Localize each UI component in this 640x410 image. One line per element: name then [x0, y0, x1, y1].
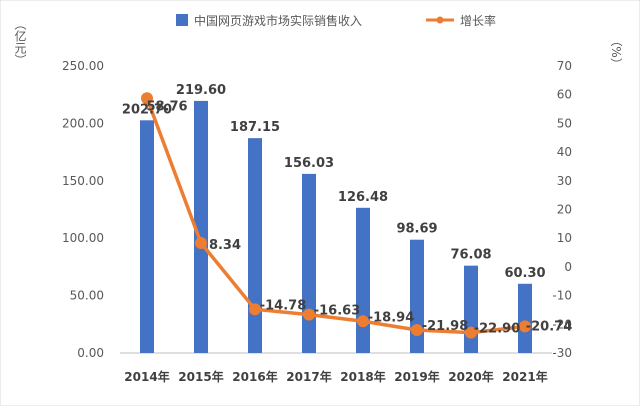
growth-line — [141, 92, 531, 339]
growth-rate-point — [249, 303, 261, 316]
left-tick-label: 150.00 — [62, 174, 104, 188]
growth-value-label: 58.76 — [146, 99, 187, 114]
bar-value-label: 76.08 — [450, 248, 491, 263]
legend: 中国网页游戏市场实际销售收入 增长率 — [176, 13, 496, 28]
revenue-bar — [302, 173, 316, 353]
legend-bar-label: 中国网页游戏市场实际销售收入 — [194, 13, 362, 28]
right-tick-label: -20 — [552, 317, 572, 331]
legend-line-marker — [436, 16, 444, 24]
category-label: 2019年 — [394, 369, 439, 384]
bar-value-label: 156.03 — [284, 156, 334, 171]
growth-value-label: -21.98 — [422, 319, 469, 334]
axes: 0.0050.00100.00150.00200.00250.00-30-20-… — [62, 59, 572, 384]
category-label: 2021年 — [502, 369, 547, 384]
growth-value-label: -18.94 — [368, 310, 415, 325]
right-tick-label: -10 — [552, 289, 572, 303]
growth-rate-line — [145, 97, 526, 335]
growth-value-label: 8.34 — [209, 238, 241, 253]
growth-rate-point — [411, 323, 423, 336]
bar-value-label: 60.30 — [504, 266, 545, 281]
left-axis-title: （亿元） — [13, 18, 27, 66]
bar-value-label: 98.69 — [396, 222, 437, 237]
revenue-bar — [464, 265, 478, 353]
right-axis-title: （%） — [609, 34, 623, 69]
right-tick-label: 70 — [557, 59, 572, 73]
revenue-bar — [194, 100, 208, 353]
legend-bar-swatch — [176, 14, 188, 26]
legend-line-label: 增长率 — [460, 13, 496, 28]
right-tick-label: 0 — [564, 260, 572, 274]
category-label: 2016年 — [232, 369, 277, 384]
growth-value-label: -14.78 — [260, 298, 307, 313]
right-tick-label: 10 — [557, 231, 572, 245]
growth-rate-point — [303, 308, 315, 321]
left-tick-label: 50.00 — [70, 289, 104, 303]
category-label: 2017年 — [286, 369, 331, 384]
bar-value-label: 187.15 — [230, 120, 280, 135]
growth-value-label: -20.74 — [526, 319, 573, 334]
left-tick-label: 100.00 — [62, 231, 104, 245]
revenue-bar — [410, 239, 424, 353]
right-tick-label: 40 — [557, 145, 572, 159]
growth-rate-point — [465, 326, 477, 339]
left-tick-label: 0.00 — [77, 346, 104, 360]
growth-rate-point — [141, 92, 153, 105]
bar-value-label: 202.70 — [122, 102, 172, 117]
right-tick-label: 50 — [557, 116, 572, 130]
right-tick-label: 60 — [557, 88, 572, 102]
category-label: 2015年 — [178, 369, 223, 384]
growth-value-label: -22.90 — [474, 322, 521, 337]
category-label: 2018年 — [340, 369, 385, 384]
growth-value-label: -16.63 — [314, 304, 361, 319]
right-tick-label: 30 — [557, 174, 572, 188]
revenue-bar — [356, 207, 370, 353]
bar-value-label: 126.48 — [338, 190, 388, 205]
bar-value-label: 219.60 — [176, 83, 226, 98]
left-tick-label: 250.00 — [62, 59, 104, 73]
category-label: 2020年 — [448, 369, 493, 384]
growth-rate-point — [357, 315, 369, 328]
revenue-bar — [248, 138, 262, 353]
data-labels: 202.70 219.60 187.15 156.03 126.48 98.69 76.08… — [122, 83, 572, 337]
growth-rate-point — [519, 320, 531, 333]
left-tick-label: 200.00 — [62, 116, 104, 130]
revenue-bar — [140, 120, 154, 353]
category-label: 2014年 — [124, 369, 169, 384]
right-tick-label: 20 — [557, 203, 572, 217]
right-tick-label: -30 — [552, 346, 572, 360]
revenue-bar — [518, 283, 532, 353]
growth-rate-point — [195, 236, 207, 249]
